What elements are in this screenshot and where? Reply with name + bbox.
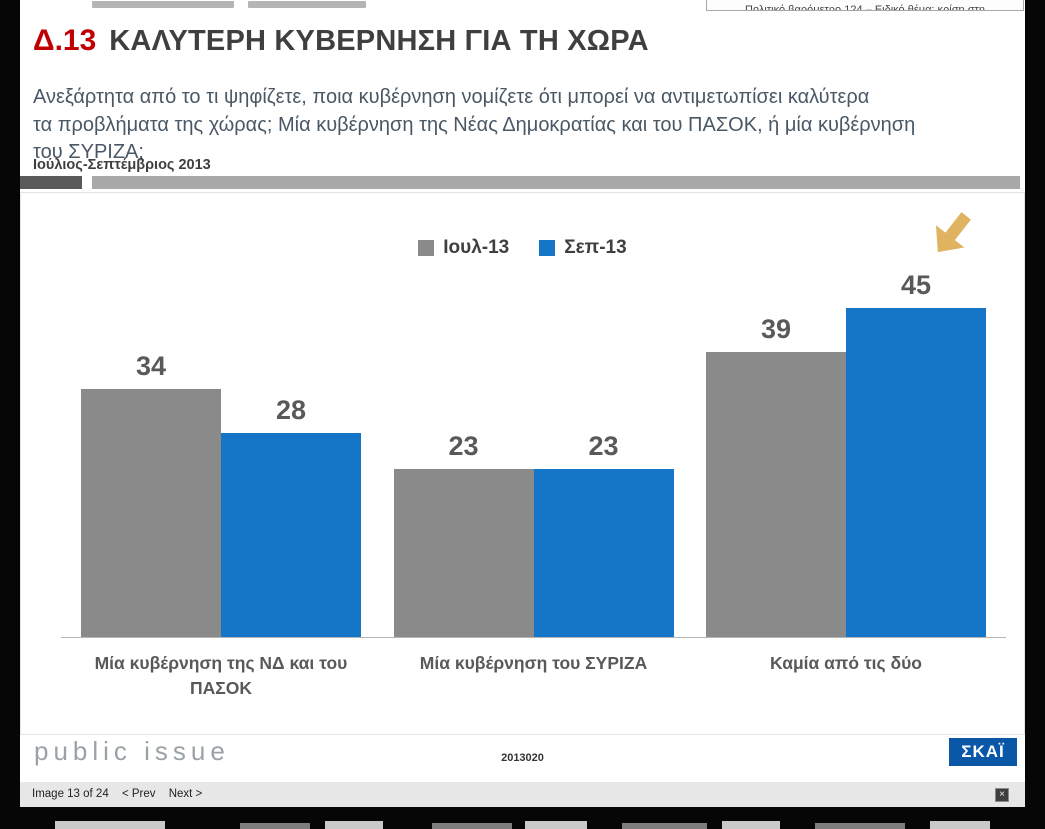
survey-period: Ιούλιος-Σεπτέμβριος 2013 [33, 157, 211, 173]
prev-link[interactable]: < Prev [121, 788, 156, 800]
bar-column: 45 [846, 270, 986, 637]
partial-thumbnail[interactable] [432, 823, 512, 829]
bar-sep13-nd-pasok [221, 433, 361, 637]
highlight-arrow-icon [935, 212, 971, 253]
divider-dark-segment [20, 176, 82, 189]
category-label-none: Καμία από τις δύο [769, 653, 922, 673]
bar-value-label: 23 [588, 431, 619, 461]
survey-code: 2013020 [501, 752, 544, 764]
bar-group-nd-pasok: 34 28 [81, 351, 361, 637]
poll-slide: Πολιτικό βαρόμετρο 124 – Ειδικό θέμα: κρ… [20, 0, 1025, 782]
partial-thumbnail[interactable] [55, 821, 165, 829]
partial-thumbnail[interactable] [930, 821, 990, 829]
background-window-title-text: Πολιτικό βαρόμετρο 124 – Ειδικό θέμα: κρ… [745, 4, 985, 11]
divider-bar [20, 176, 1025, 189]
bar-column: 23 [393, 431, 534, 637]
legend-item-sep13: Σεπ-13 [539, 237, 627, 259]
slide-title: ΚΑΛΥΤΕΡΗ ΚΥΒΕΡΝΗΣΗ ΓΙΑ ΤΗ ΧΩΡΑ [109, 25, 649, 57]
bar-value-label: 39 [760, 314, 792, 344]
question-line-3: του ΣΥΡΙΖΑ; [33, 141, 144, 163]
partial-thumbnail[interactable] [815, 823, 905, 829]
bar-value-label: 45 [900, 270, 932, 300]
gallery-status: Image 13 of 24 [32, 788, 109, 800]
bar-sep13-syriza [533, 469, 674, 637]
legend-swatch-gray [418, 240, 435, 256]
bar-column: 34 [81, 351, 221, 637]
question-line-1: Ανεξάρτητα από το τι ψηφίζετε, ποια κυβέ… [33, 86, 870, 108]
slide-header: Δ.13 ΚΑΛΥΤΕΡΗ ΚΥΒΕΡΝΗΣΗ ΓΙΑ ΤΗ ΧΩΡΑ [33, 24, 649, 58]
bar-group-syriza: 23 23 [393, 431, 674, 637]
plot-area: 34 28 23 23 [61, 193, 1006, 638]
next-row-partial-thumbnails [0, 807, 1045, 829]
question-line-2: τα προβλήματα της χώρας; Μία κυβέρνηση τ… [33, 113, 916, 136]
background-text-fragment [248, 1, 366, 8]
legend-item-jul13: Ιουλ-13 [418, 237, 509, 259]
category-axis: Μία κυβέρνηση της ΝΔ και του ΠΑΣΟΚ Μία κ… [61, 651, 1006, 701]
bar-value-label: 28 [275, 395, 307, 425]
legend-label-jul13: Ιουλ-13 [443, 237, 510, 258]
background-window-title: Πολιτικό βαρόμετρο 124 – Ειδικό θέμα: κρ… [706, 0, 1024, 11]
public-issue-logo: public issue [34, 736, 230, 766]
bar-column: 28 [221, 395, 361, 637]
next-link[interactable]: Next > [168, 788, 203, 800]
bar-column: 39 [706, 314, 846, 637]
partial-thumbnail[interactable] [525, 821, 587, 829]
bar-group-none: 39 45 [706, 270, 986, 637]
background-text-fragment [92, 1, 234, 8]
bar-value-label: 34 [135, 351, 167, 381]
bar-column: 23 [533, 431, 674, 637]
bar-ioul13-nd-pasok [81, 389, 221, 637]
chart-legend: Ιουλ-13 Σεπ-13 [21, 237, 1024, 259]
partial-thumbnail[interactable] [722, 821, 780, 829]
partial-thumbnail[interactable] [622, 823, 707, 829]
slide-number: Δ.13 [33, 24, 97, 57]
category-label-nd-pasok: Μία κυβέρνηση της ΝΔ και του ΠΑΣΟΚ [94, 653, 348, 698]
legend-label-sep13: Σεπ-13 [564, 237, 627, 258]
bar-sep13-none [846, 308, 986, 637]
question-text: Ανεξάρτητα από το τι ψηφίζετε, ποια κυβέ… [33, 84, 915, 167]
legend-swatch-blue [539, 240, 556, 256]
bar-ioul13-syriza [393, 469, 534, 637]
gallery-toolbar: Image 13 of 24 < Prev Next > × [20, 782, 1025, 807]
close-icon[interactable]: × [995, 788, 1009, 802]
category-label-syriza: Μία κυβέρνηση του ΣΥΡΙΖΑ [419, 653, 648, 673]
partial-thumbnail[interactable] [240, 823, 310, 829]
skai-logo: ΣΚΑΪ [949, 738, 1017, 766]
partial-thumbnail[interactable] [325, 821, 383, 829]
bar-ioul13-none [706, 352, 846, 637]
divider-light-segment [92, 176, 1020, 189]
bar-chart: Ιουλ-13 Σεπ-13 34 [20, 192, 1025, 735]
bar-value-label: 23 [448, 431, 479, 461]
